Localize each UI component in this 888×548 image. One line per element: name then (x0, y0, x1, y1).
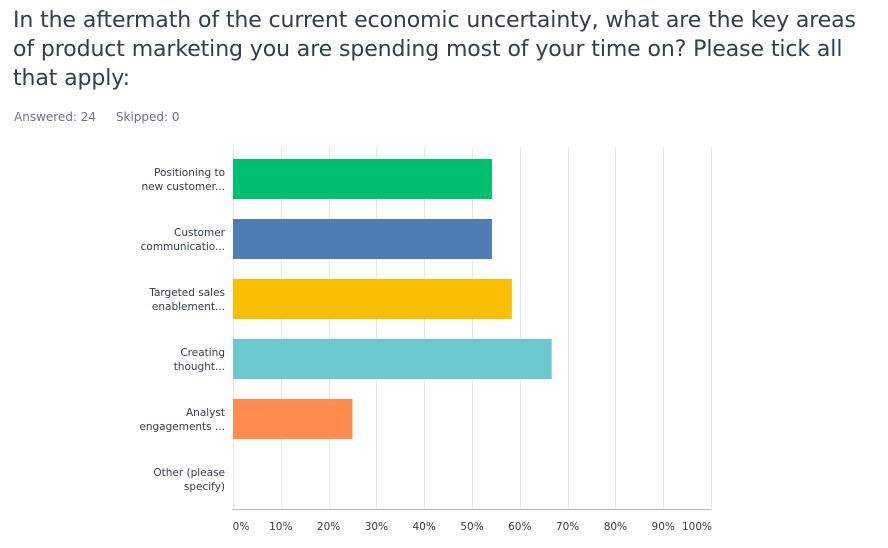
tick-label: 80% (604, 521, 627, 533)
answered-count: Answered: 24 (14, 110, 97, 124)
response-stats: Answered: 24 Skipped: 0 (14, 110, 180, 124)
skipped-count: Skipped: 0 (115, 110, 180, 124)
tick-label: 10% (269, 521, 292, 533)
bar[interactable] (233, 219, 492, 259)
gridlines (233, 147, 712, 509)
tick-label: 70% (556, 521, 579, 533)
category-label: Creating thought... (174, 347, 225, 373)
bar[interactable] (233, 279, 512, 319)
tick-label: 0% (233, 521, 250, 533)
category-label: Targeted sales enablement... (148, 287, 225, 313)
question-title: In the aftermath of the current economic… (13, 8, 856, 91)
tick-label: 90% (652, 521, 675, 533)
x-axis-tick-labels: 0% 10% 20% 30% 40% 50% 60% 70% 80% 90% 100% (233, 521, 712, 533)
category-label: Other (please specify) (153, 467, 225, 493)
tick-label: 30% (365, 521, 388, 533)
category-label: Positioning to new customer... (141, 167, 225, 193)
category-label: Analyst engagements ... (139, 407, 225, 433)
tick-label: 40% (413, 521, 436, 533)
tick-label: 60% (508, 521, 531, 533)
bar[interactable] (233, 339, 552, 379)
category-label: Customer communicatio... (141, 227, 226, 253)
bar[interactable] (233, 399, 353, 439)
category-labels: Positioning to new customer... Customer com… (139, 167, 225, 493)
tick-label: 100% (682, 521, 712, 533)
tick-label: 20% (317, 521, 340, 533)
bar[interactable] (233, 159, 492, 199)
tick-label: 50% (460, 521, 483, 533)
bars (233, 159, 552, 439)
